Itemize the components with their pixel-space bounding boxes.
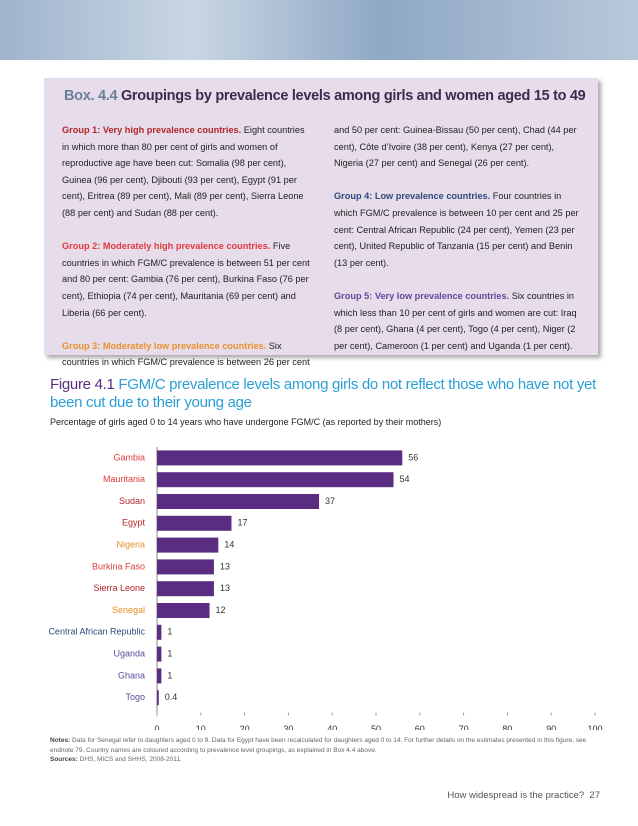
bar: [157, 537, 219, 553]
bar: [157, 515, 232, 531]
x-tick-label: 50: [371, 724, 381, 730]
value-label: 1: [167, 648, 172, 658]
group-paragraph: Group 4: Low prevalence countries. Four …: [334, 188, 582, 271]
chart: 0 10 20 30 40 50 60 70 80 90 100 Gambia 56 Mauritania…: [48, 447, 603, 730]
bar: [157, 668, 162, 684]
group-label: Group 4: Low prevalence countries.: [334, 191, 491, 202]
value-label: 54: [400, 474, 410, 484]
value-label: 14: [224, 539, 234, 549]
category-label: Mauritania: [103, 474, 145, 484]
category-label: Sudan: [119, 496, 145, 506]
value-label: 56: [408, 452, 418, 462]
x-tick-label: 40: [327, 724, 337, 730]
category-label: Uganda: [113, 648, 145, 658]
footer-text: How widespread is the practice?: [447, 790, 585, 801]
group-text: Six countries in which less than 10 per …: [334, 290, 577, 351]
group-label: Group 3: Moderately low prevalence count…: [62, 340, 267, 351]
box-number: Box. 4.4: [64, 88, 118, 104]
bar: [157, 646, 162, 662]
x-tick-label: 90: [546, 724, 556, 730]
bar: [157, 690, 159, 706]
value-label: 37: [325, 496, 335, 506]
bar: [157, 624, 162, 640]
x-tick-label: 100: [587, 724, 602, 730]
box-text: Group 1: Very high prevalence countries.…: [62, 122, 582, 371]
value-label: 13: [220, 561, 230, 571]
category-label: Burkina Faso: [92, 561, 145, 571]
notes-label: Notes:: [50, 737, 71, 744]
category-label: Central African Republic: [48, 627, 145, 637]
sources-label: Sources:: [50, 756, 78, 763]
bar: [157, 494, 320, 509]
category-label: Nigeria: [116, 539, 145, 549]
category-label: Senegal: [112, 605, 145, 615]
figure-title: Figure 4.1 FGM/C prevalence levels among…: [50, 376, 610, 412]
group-paragraph: Group 1: Very high prevalence countries.…: [62, 122, 310, 222]
notes: Notes: Data for Senegal refer to daughte…: [50, 736, 602, 765]
category-label: Togo: [125, 692, 145, 702]
group-text: Eight countries in which more than 80 pe…: [62, 125, 305, 218]
box: Box. 4.4 Groupings by prevalence levels …: [44, 78, 598, 367]
group-text: Six countries in which FGM/C prevalence …: [62, 125, 577, 368]
bar: [157, 603, 210, 618]
group-label: Group 5: Very low prevalence countries.: [334, 290, 510, 301]
x-tick-label: 60: [415, 724, 425, 730]
x-tick-label: 80: [502, 724, 512, 730]
box-title-text: Groupings by prevalence levels among gir…: [120, 88, 586, 104]
x-tick-label: 10: [196, 724, 206, 730]
group-label: Group 1: Very high prevalence countries.: [62, 125, 242, 135]
x-tick-label: 30: [283, 724, 293, 730]
category-label: Gambia: [113, 452, 145, 462]
value-label: 17: [237, 518, 247, 528]
page-number: 27: [589, 790, 600, 801]
sources-text: DHS, MICS and SHHS, 2008-2011.: [79, 756, 182, 763]
figure-subtitle: Percentage of girls aged 0 to 14 years w…: [50, 417, 442, 427]
value-label: 12: [216, 605, 226, 615]
value-label: 1: [167, 670, 172, 680]
category-label: Sierra Leone: [93, 583, 145, 593]
group-paragraph: Group 5: Very low prevalence countries. …: [334, 288, 582, 354]
bar: [157, 472, 394, 488]
bar: [157, 450, 403, 466]
group-text: Four countries in which FGM/C prevalence…: [334, 191, 579, 268]
value-label: 1: [167, 627, 172, 637]
category-label: Ghana: [118, 670, 145, 680]
footer: How widespread is the practice? 27: [447, 790, 600, 801]
group-paragraph: Group 2: Moderately high prevalence coun…: [62, 238, 310, 321]
bar: [157, 581, 214, 597]
x-tick-label: 70: [459, 724, 469, 730]
x-tick-label: 20: [240, 724, 250, 730]
figure-number: Figure 4.1: [50, 376, 115, 393]
group-label: Group 2: Moderately high prevalence coun…: [62, 241, 271, 252]
group-text: Five countries in which FGM/C prevalence…: [62, 241, 310, 318]
bar: [157, 559, 214, 575]
header-photo: [0, 0, 638, 60]
box-title: Box. 4.4 Groupings by prevalence levels …: [64, 88, 586, 104]
x-tick-label: 0: [154, 724, 159, 730]
category-label: Egypt: [122, 518, 146, 528]
notes-text: Data for Senegal refer to daughters aged…: [50, 737, 587, 754]
group-paragraph: Group 3: Moderately low prevalence count…: [62, 122, 582, 371]
figure-title-text: FGM/C prevalence levels among girls do n…: [50, 376, 596, 411]
value-label: 0.4: [165, 692, 178, 702]
value-label: 13: [220, 583, 230, 593]
